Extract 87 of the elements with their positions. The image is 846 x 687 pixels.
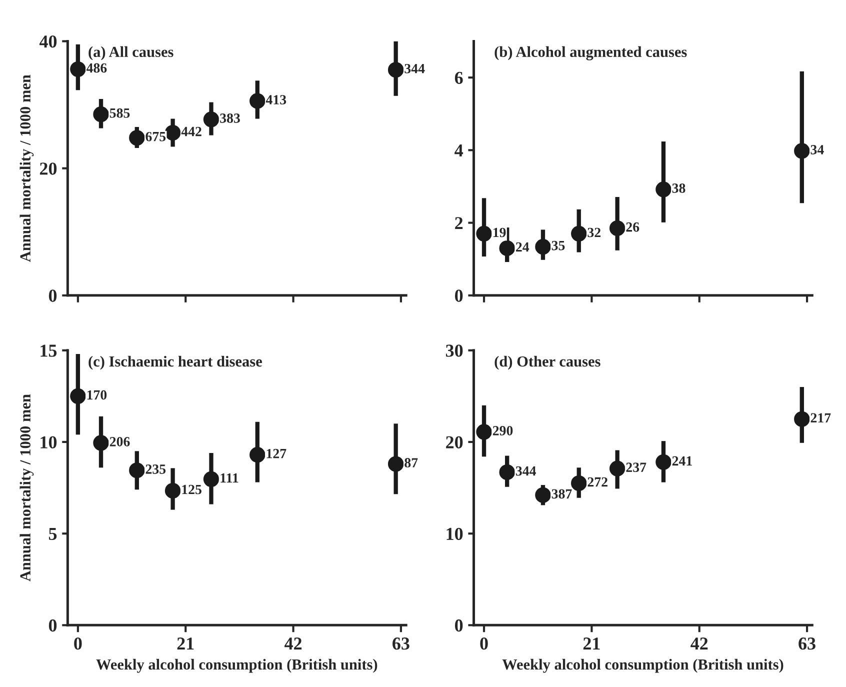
point [571,226,587,242]
point [164,124,181,141]
x-tick-label: 63 [392,638,410,650]
y-tick-label: 40 [39,35,57,48]
annotation: 344 [404,64,425,74]
annotation: 35 [552,240,565,250]
x-tick-label: 42 [690,638,708,650]
y-tick-label: 0 [48,619,57,632]
y-axis-title: Annual mortality / 1000 men [20,74,34,262]
annotation: 19 [493,228,506,238]
point [164,482,181,499]
annotation: 38 [672,183,686,193]
x-tick-label: 21 [177,638,194,650]
annotation: 235 [146,464,166,474]
annotation: 127 [266,448,286,458]
point [93,106,109,122]
x-tick-label: 42 [284,638,302,650]
y-tick-label: 2 [455,217,463,230]
y-tick-label: 0 [48,290,57,302]
point [203,471,220,488]
y-tick-label: 6 [454,72,463,84]
annotation: 585 [110,108,130,118]
y-tick-label: 20 [40,162,57,175]
chart-title: (d) Other causes [494,356,600,370]
point [656,182,672,198]
annotation: 344 [516,466,536,476]
y-tick-label: 4 [454,144,464,156]
point [499,240,515,256]
point [794,411,810,427]
point [656,454,672,470]
annotation: 383 [220,113,240,123]
annotation: 206 [110,436,130,446]
y-axis-title: Annual mortality / 1000 men [20,394,34,582]
annotation: 290 [492,426,513,436]
y-tick-label: 20 [446,436,463,448]
point [499,464,515,480]
point [535,487,551,503]
point [129,130,145,146]
annotation: 272 [588,477,608,487]
y-tick-label: 0 [455,290,463,302]
point [70,61,86,78]
y-tick-label: 10 [40,436,57,448]
chart-title: (b) Alcohol augmented causes [494,46,687,60]
point [250,446,266,463]
point [388,62,404,78]
point [476,424,492,440]
y-tick-label: 10 [446,528,463,540]
point [535,238,551,255]
annotation: 34 [810,145,824,154]
point [609,460,626,476]
annotation: 217 [810,413,831,422]
annotation: 442 [181,126,202,136]
y-tick-label: 0 [455,619,463,632]
x-tick-label: 21 [583,638,600,650]
chart-title: (c) Ischaemic heart disease [88,356,262,370]
point [93,435,109,451]
point [476,226,492,242]
y-tick-label: 5 [48,528,57,540]
point [388,456,404,472]
x-tick-label: 0 [74,637,82,650]
y-tick-label: 15 [40,344,57,357]
annotation: 237 [626,462,646,472]
annotation: 32 [588,228,600,238]
annotation: 170 [87,390,107,400]
annotation: 413 [266,95,286,104]
x-axis-title: Weekly alcohol consumption (British units) [502,658,784,673]
point [70,388,86,404]
x-tick-label: 0 [480,637,488,650]
x-axis-title: Weekly alcohol consumption (British units) [96,658,378,673]
annotation: 26 [626,222,640,232]
chart-title: (a) All causes [88,46,174,60]
point [794,143,810,159]
annotation: 111 [220,473,238,482]
point [571,475,587,492]
annotation: 675 [146,132,166,142]
point [250,93,266,109]
y-tick-label: 30 [446,344,463,357]
annotation: 24 [516,242,530,252]
annotation: 387 [552,489,572,499]
point [203,112,220,128]
point [609,220,626,236]
annotation: 87 [404,458,418,468]
annotation: 241 [672,456,692,466]
annotation: 486 [86,63,107,73]
x-tick-label: 63 [798,638,816,650]
annotation: 125 [182,484,202,494]
point [129,462,145,478]
